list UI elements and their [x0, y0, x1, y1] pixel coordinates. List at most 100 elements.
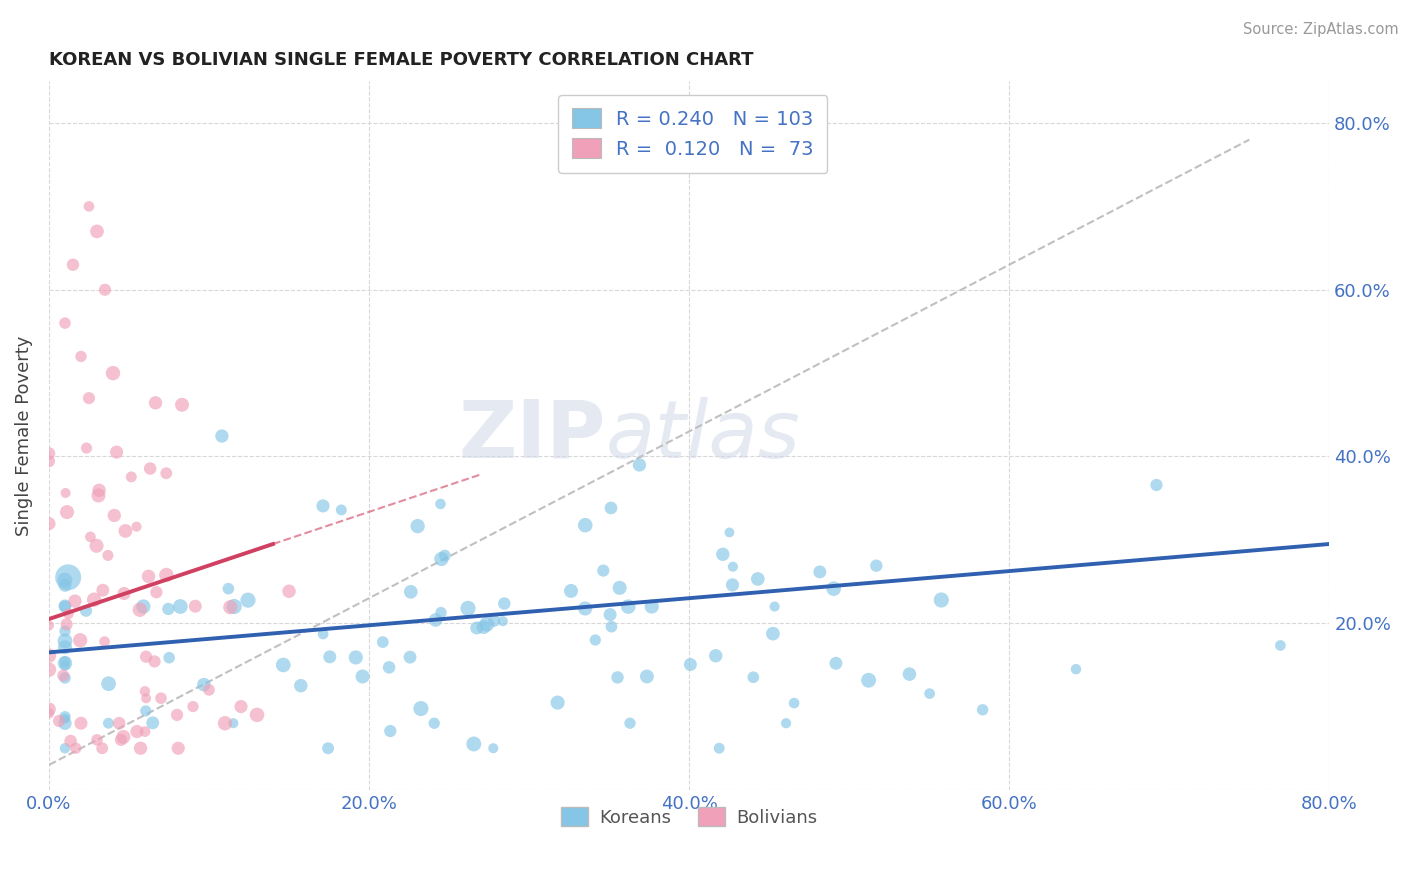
Point: [430, 606, 453, 620]
Point: [574, 518, 596, 533]
Point: [425, 613, 447, 627]
Point: [145, 396, 167, 410]
Point: [378, 660, 401, 674]
Point: [711, 547, 734, 561]
Text: ZIP: ZIP: [458, 397, 606, 475]
Point: [316, 741, 339, 756]
Point: [641, 599, 664, 614]
Point: [69, 633, 91, 648]
Point: [53, 634, 76, 648]
Point: [198, 682, 221, 697]
Point: [112, 730, 135, 744]
Point: [86, 539, 108, 553]
Point: [606, 670, 628, 684]
Point: [214, 716, 236, 731]
Point: [371, 635, 394, 649]
Point: [211, 429, 233, 443]
Point: [75, 604, 97, 618]
Point: [236, 593, 259, 607]
Point: [53, 573, 76, 587]
Point: [858, 673, 880, 688]
Point: [344, 650, 367, 665]
Point: [139, 461, 162, 475]
Point: [762, 626, 785, 640]
Point: [823, 582, 845, 596]
Point: [70, 716, 93, 731]
Point: [465, 621, 488, 635]
Point: [128, 603, 150, 617]
Point: [53, 716, 76, 731]
Point: [53, 599, 76, 614]
Point: [409, 701, 432, 715]
Point: [808, 565, 831, 579]
Point: [93, 634, 115, 648]
Point: [429, 497, 451, 511]
Point: [38, 648, 60, 663]
Point: [103, 508, 125, 523]
Point: [132, 599, 155, 614]
Point: [55, 617, 77, 632]
Point: [406, 519, 429, 533]
Point: [312, 499, 335, 513]
Point: [166, 707, 188, 722]
Point: [547, 696, 569, 710]
Point: [463, 737, 485, 751]
Point: [636, 669, 658, 683]
Point: [38, 446, 60, 460]
Point: [56, 570, 79, 584]
Point: [91, 583, 114, 598]
Point: [352, 669, 374, 683]
Point: [380, 724, 402, 739]
Point: [91, 741, 114, 756]
Point: [53, 712, 76, 726]
Point: [38, 516, 60, 531]
Point: [55, 486, 77, 500]
Text: Source: ZipAtlas.com: Source: ZipAtlas.com: [1243, 22, 1399, 37]
Point: [53, 316, 76, 330]
Point: [150, 691, 173, 706]
Point: [783, 696, 806, 710]
Point: [167, 741, 190, 756]
Point: [628, 458, 651, 472]
Point: [83, 592, 105, 607]
Point: [53, 655, 76, 669]
Point: [679, 657, 702, 672]
Point: [63, 594, 86, 608]
Point: [79, 530, 101, 544]
Point: [53, 599, 76, 613]
Point: [59, 734, 82, 748]
Point: [101, 366, 124, 380]
Point: [600, 620, 623, 634]
Point: [472, 620, 495, 634]
Point: [423, 716, 446, 731]
Point: [38, 663, 60, 677]
Point: [704, 648, 727, 663]
Point: [77, 199, 100, 213]
Point: [494, 597, 516, 611]
Point: [97, 676, 120, 690]
Point: [330, 503, 353, 517]
Point: [222, 716, 245, 731]
Point: [48, 714, 70, 728]
Point: [560, 583, 582, 598]
Point: [181, 699, 204, 714]
Point: [112, 586, 135, 600]
Point: [155, 568, 177, 582]
Point: [138, 569, 160, 583]
Point: [457, 601, 479, 615]
Point: [1270, 639, 1292, 653]
Point: [105, 445, 128, 459]
Point: [134, 724, 156, 739]
Point: [87, 483, 110, 498]
Point: [721, 578, 744, 592]
Point: [217, 582, 239, 596]
Point: [87, 489, 110, 503]
Point: [70, 350, 93, 364]
Point: [898, 667, 921, 681]
Point: [592, 564, 614, 578]
Point: [53, 640, 76, 655]
Point: [38, 706, 60, 721]
Point: [1146, 478, 1168, 492]
Point: [38, 454, 60, 468]
Point: [319, 649, 342, 664]
